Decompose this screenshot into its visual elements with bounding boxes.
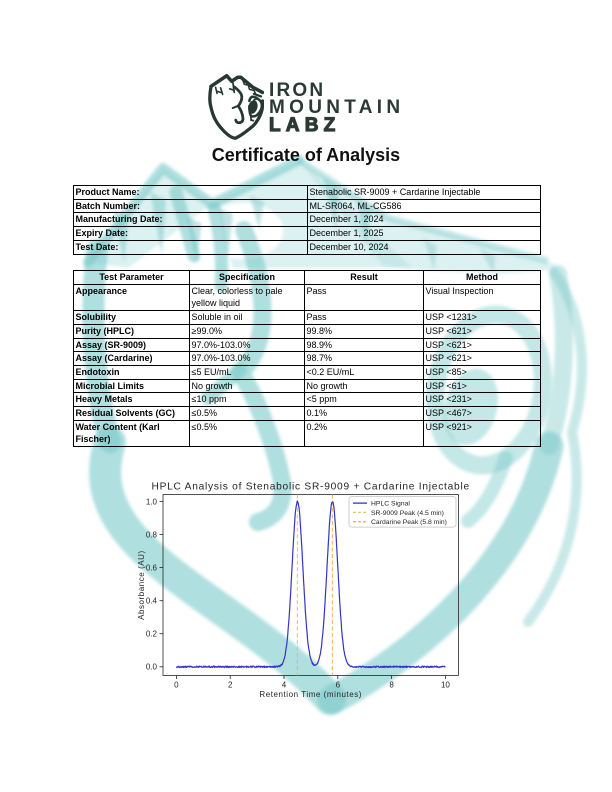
svg-text:0: 0 — [174, 681, 179, 690]
svg-text:10: 10 — [441, 681, 450, 690]
svg-text:8: 8 — [389, 681, 394, 690]
svg-text:SR-9009 Peak (4.5 min): SR-9009 Peak (4.5 min) — [371, 510, 444, 517]
svg-text:HPLC Analysis of Stenabolic SR: HPLC Analysis of Stenabolic SR-9009 + Ca… — [151, 482, 469, 493]
svg-text:0.6: 0.6 — [146, 563, 158, 572]
svg-text:Absorbance (AU): Absorbance (AU) — [137, 550, 146, 620]
svg-text:0.4: 0.4 — [146, 597, 158, 606]
svg-text:0.8: 0.8 — [146, 530, 158, 539]
svg-text:1.0: 1.0 — [146, 497, 158, 506]
svg-text:4: 4 — [282, 681, 287, 690]
svg-text:Retention Time (minutes): Retention Time (minutes) — [259, 690, 362, 699]
svg-text:HPLC Signal: HPLC Signal — [371, 501, 410, 508]
svg-text:6: 6 — [336, 681, 341, 690]
svg-text:0.0: 0.0 — [146, 663, 158, 672]
svg-text:Cardarine Peak (5.8 min): Cardarine Peak (5.8 min) — [371, 519, 447, 526]
svg-text:0.2: 0.2 — [146, 630, 158, 639]
svg-text:2: 2 — [228, 681, 233, 690]
